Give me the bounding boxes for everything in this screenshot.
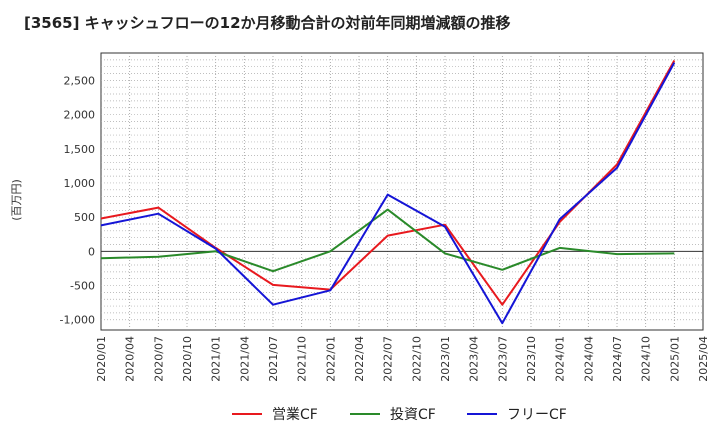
x-tick-label: 2024/07: [611, 336, 624, 382]
x-tick-label: 2020/10: [181, 336, 194, 382]
y-tick-label: 2,000: [64, 109, 96, 122]
gridlines: [101, 53, 703, 330]
x-tick-label: 2025/01: [668, 336, 681, 382]
plot-area: [100, 52, 704, 331]
legend-label: フリーCF: [507, 407, 567, 423]
x-axis-ticks: 2020/01 2020/04 2020/07 2020/10 2021/01 2021/…: [95, 336, 710, 382]
x-tick-label: 2023/07: [496, 336, 509, 382]
x-tick-label: 2021/10: [296, 336, 309, 382]
x-tick-label: 2023/01: [439, 336, 452, 382]
y-tick-label: 2,500: [64, 74, 96, 87]
x-tick-label: 2022/10: [410, 336, 423, 382]
x-tick-label: 2025/04: [697, 336, 710, 382]
x-tick-label: 2020/01: [95, 336, 108, 382]
legend: 営業CF 投資CF フリーCF: [232, 407, 567, 423]
x-tick-label: 2020/07: [152, 336, 165, 382]
y-tick-label: 1,500: [64, 143, 96, 156]
y-tick-label: -1,000: [60, 314, 95, 327]
x-tick-label: 2020/04: [124, 336, 137, 382]
series-lines: [100, 60, 676, 325]
y-tick-label: 1,000: [64, 177, 96, 190]
x-tick-label: 2021/04: [238, 336, 251, 382]
legend-label: 営業CF: [272, 407, 318, 423]
x-tick-label: 2021/07: [267, 336, 280, 382]
x-tick-label: 2024/10: [640, 336, 653, 382]
y-tick-label: 500: [74, 211, 95, 224]
x-tick-label: 2021/01: [210, 336, 223, 382]
x-tick-label: 2024/04: [582, 336, 595, 382]
x-tick-label: 2024/01: [554, 336, 567, 382]
x-tick-label: 2022/04: [353, 336, 366, 382]
x-tick-label: 2023/04: [468, 336, 481, 382]
x-tick-label: 2022/07: [382, 336, 395, 382]
y-tick-label: 0: [88, 245, 95, 258]
series-line: [100, 62, 676, 325]
legend-label: 投資CF: [390, 407, 436, 423]
y-tick-label: -500: [70, 280, 95, 293]
y-axis-ticks: -1,000 -500 0 500 1,000 1,500 2,000 2,500: [60, 74, 95, 326]
chart-title: [3565] キャッシュフローの12か月移動合計の対前年同期増減額の推移: [24, 14, 511, 32]
y-axis-label: (百万円): [10, 179, 23, 221]
series-line: [100, 208, 675, 273]
x-tick-label: 2023/10: [525, 336, 538, 382]
x-tick-label: 2022/01: [324, 336, 337, 382]
